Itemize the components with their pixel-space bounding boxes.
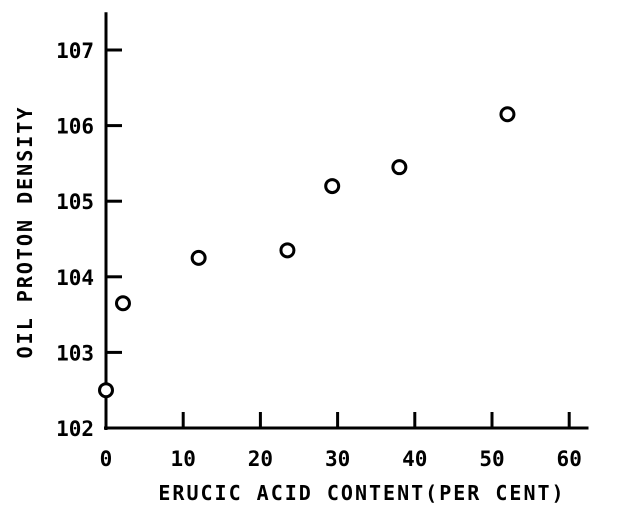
data-point [98, 382, 114, 399]
x-axis-ticks: 0 10 20 30 40 50 60 [100, 412, 582, 471]
y-tick-label: 103 [56, 341, 94, 365]
data-point [279, 242, 296, 259]
axes [104, 12, 589, 430]
y-axis-label: OIL PROTON DENSITY [13, 106, 37, 359]
x-tick-label: 50 [479, 447, 504, 471]
y-tick-label: 106 [56, 115, 94, 139]
y-tick-label: 107 [56, 39, 94, 63]
x-tick-label: 30 [325, 447, 350, 471]
y-tick-label: 102 [56, 417, 94, 441]
data-points [98, 106, 516, 399]
data-point [114, 295, 131, 312]
y-axis-ticks: 102 103 104 105 106 107 [56, 39, 122, 441]
x-tick-label: 0 [100, 447, 113, 471]
y-tick-label: 104 [56, 266, 94, 290]
y-tick-label: 105 [56, 190, 94, 214]
x-axis-label: ERUCIC ACID CONTENT(PER CENT) [158, 481, 565, 505]
x-tick-label: 20 [248, 447, 273, 471]
data-point [499, 106, 516, 123]
x-tick-label: 10 [171, 447, 196, 471]
data-point [391, 159, 408, 176]
data-point [190, 249, 207, 266]
data-point [324, 178, 341, 195]
x-tick-label: 60 [557, 447, 582, 471]
x-tick-label: 40 [402, 447, 427, 471]
